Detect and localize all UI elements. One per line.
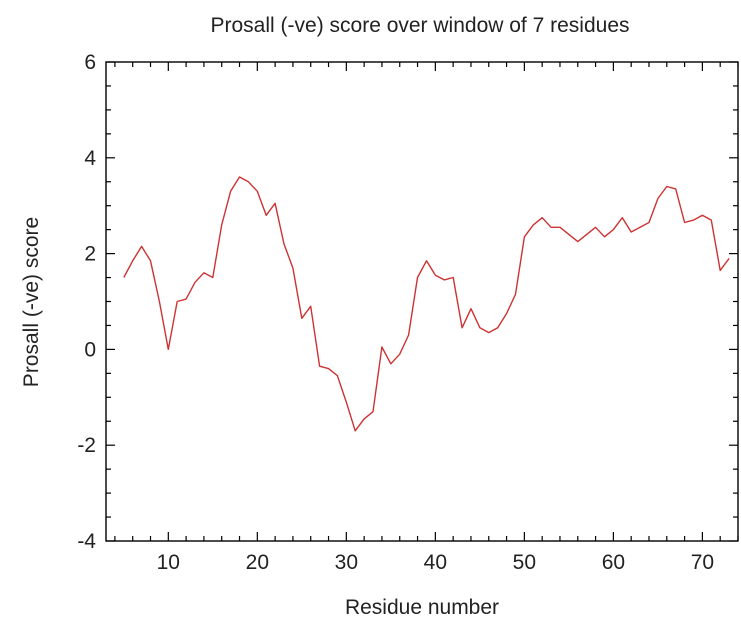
plot-frame bbox=[105, 61, 739, 542]
x-axis-label: Residue number bbox=[345, 596, 499, 619]
x-axis: 10 20 30 40 50 60 70 bbox=[114, 62, 739, 574]
chart-title: Prosall (-ve) score over window of 7 res… bbox=[211, 14, 630, 37]
x-tick-label: 50 bbox=[513, 551, 536, 574]
y-tick-label: -4 bbox=[77, 530, 96, 553]
x-tick-label: 70 bbox=[691, 551, 714, 574]
x-tick-label: 40 bbox=[424, 551, 447, 574]
x-tick-label: 20 bbox=[246, 551, 269, 574]
score-series-line bbox=[123, 176, 730, 432]
y-axis-label: Prosall (-ve) score bbox=[20, 217, 43, 387]
x-tick-label: 60 bbox=[602, 551, 625, 574]
y-tick-label: 0 bbox=[84, 338, 96, 361]
y-tick-label: 4 bbox=[84, 147, 96, 170]
x-tick-label: 10 bbox=[157, 551, 180, 574]
y-axis: -4 -2 0 2 4 6 bbox=[77, 51, 738, 553]
y-tick-label: 6 bbox=[84, 51, 96, 74]
y-tick-label: -2 bbox=[77, 434, 96, 457]
x-tick-label: 30 bbox=[335, 551, 358, 574]
y-tick-label: 2 bbox=[84, 243, 96, 266]
